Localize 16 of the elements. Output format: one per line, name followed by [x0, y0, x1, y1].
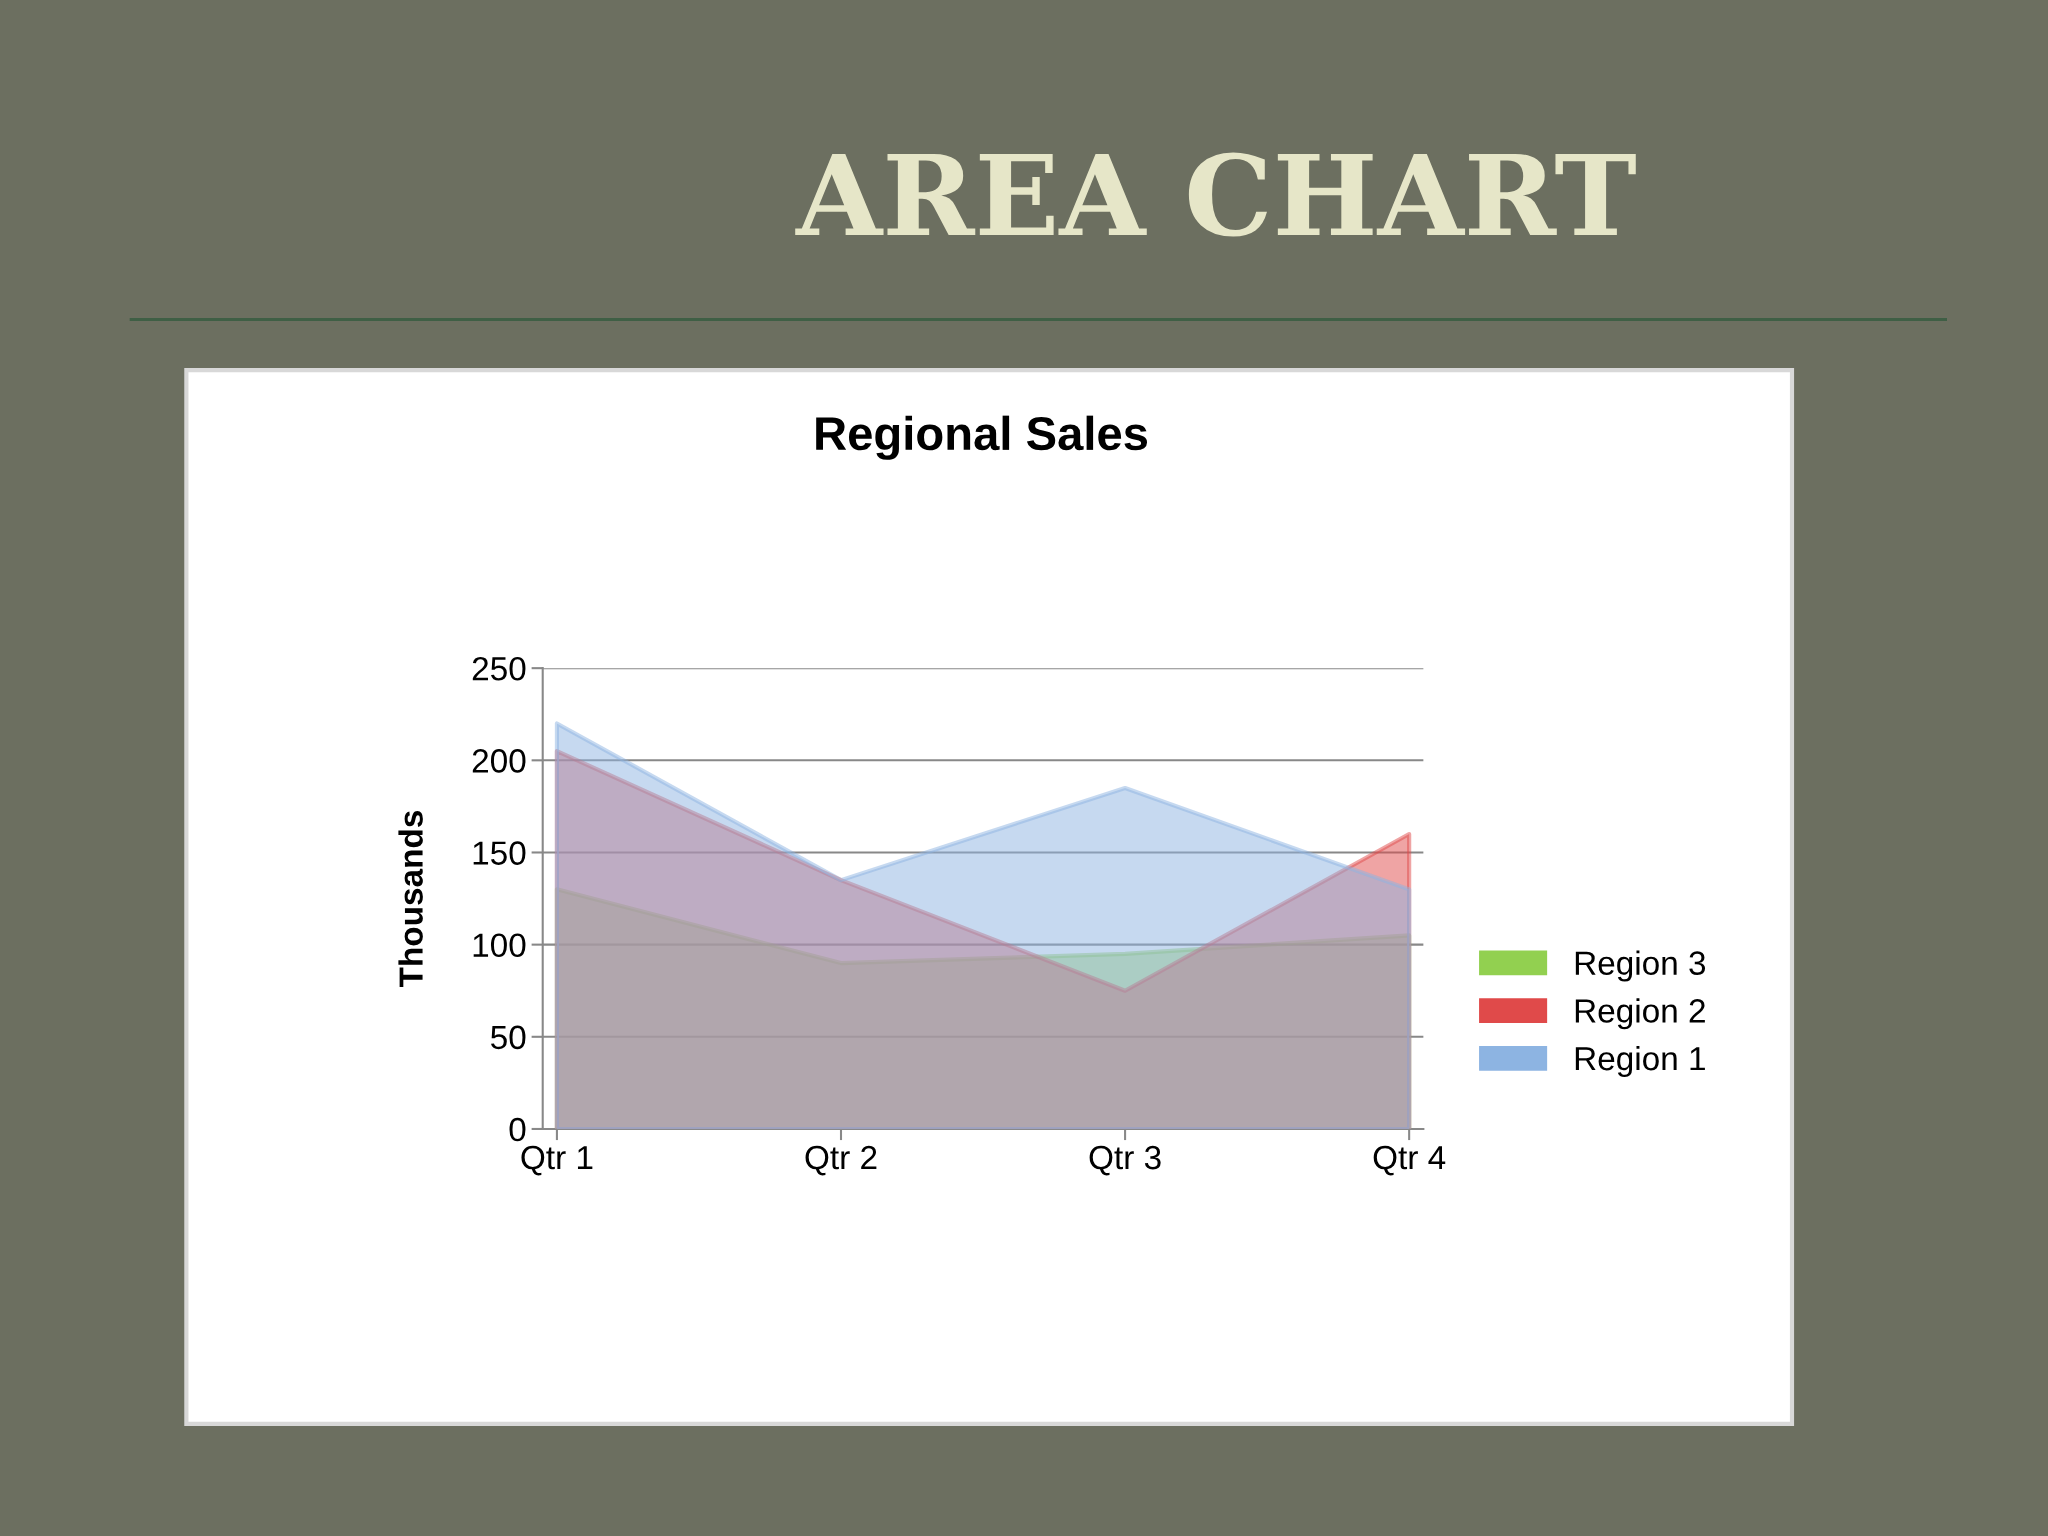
legend-label: Region 1: [1575, 1045, 1705, 1078]
legend-label: Region 3: [1575, 950, 1706, 982]
y-tick-label: 50: [491, 1025, 526, 1050]
y-axis-title: Thousands: [398, 811, 423, 988]
x-tick-label: Qtr 4: [1373, 1145, 1446, 1176]
y-tick-label: 150: [473, 841, 526, 865]
y-tick-label: 100: [473, 933, 526, 958]
y-tick-label: 200: [472, 749, 526, 773]
y-tick-label: 0: [509, 1117, 526, 1142]
y-tick-label: 250: [472, 656, 526, 681]
legend-label: Region 2: [1575, 998, 1705, 1030]
x-tick-label: Qtr 1: [521, 1145, 593, 1176]
x-tick-label: Qtr 2: [805, 1145, 877, 1176]
x-tick-label: Qtr 3: [1089, 1145, 1161, 1176]
chart-title: AREA CHART: [795, 152, 1636, 237]
chart-subtitle: Regional Sales: [816, 415, 1148, 460]
